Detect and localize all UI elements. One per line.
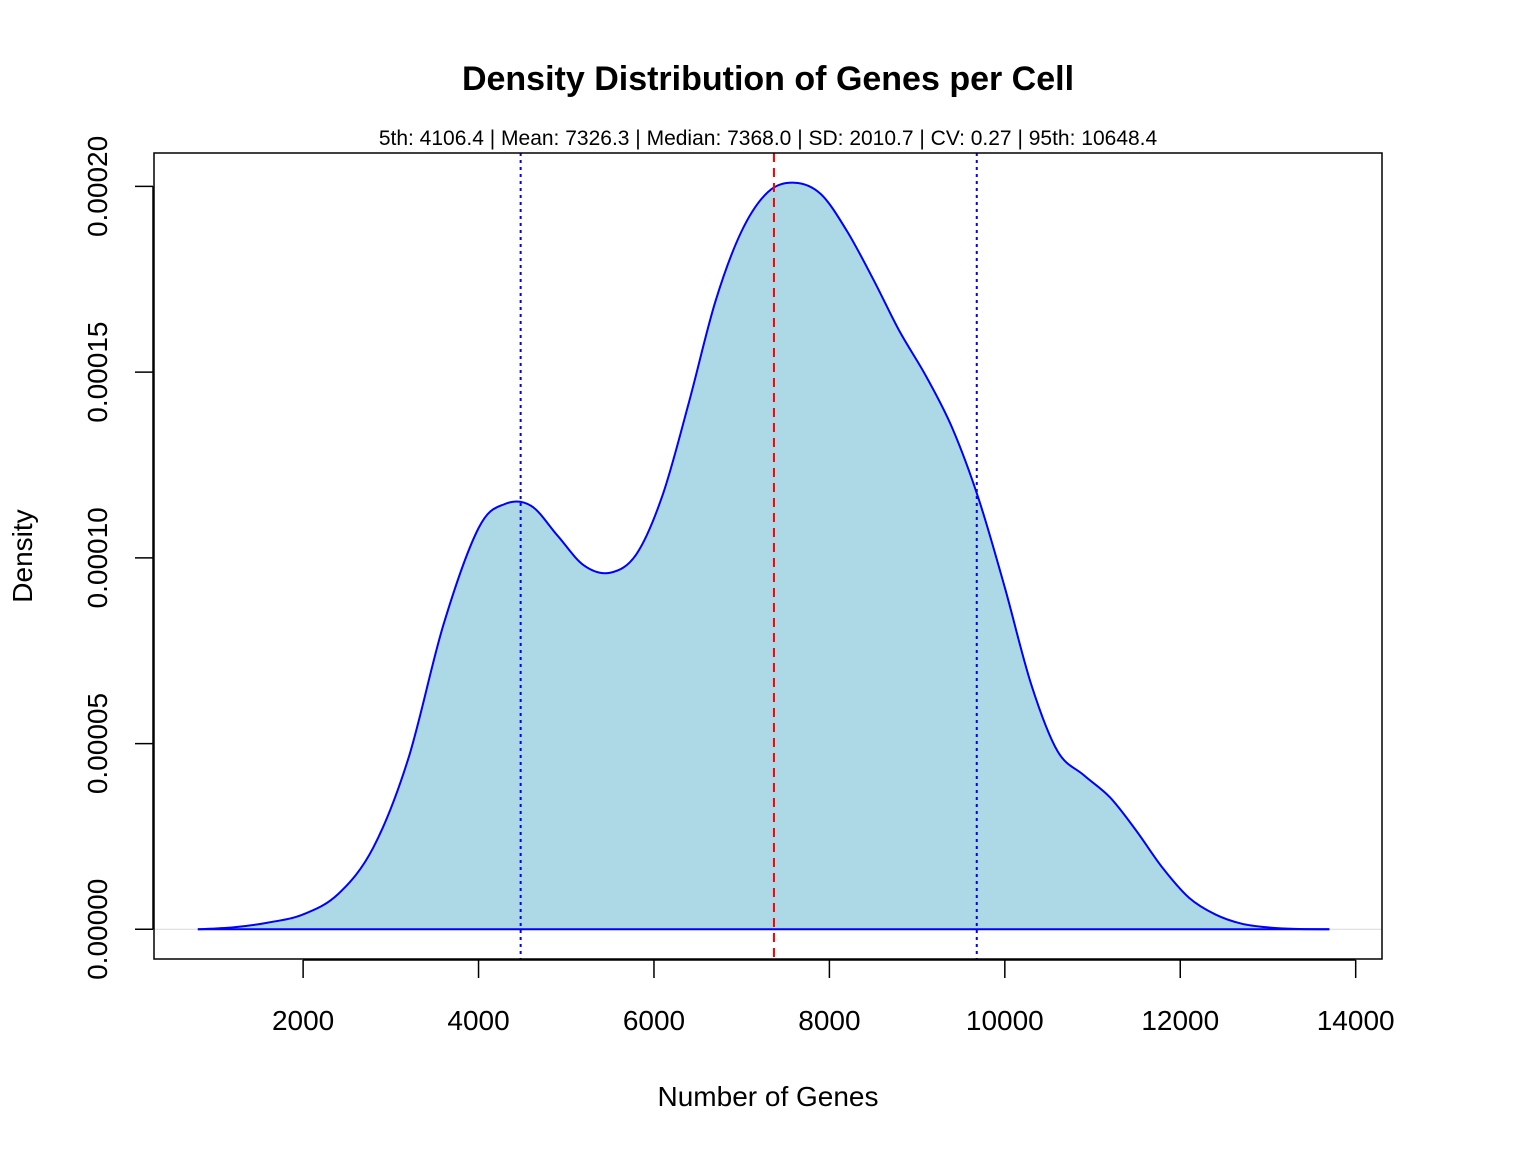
x-tick-label-10000: 10000 [966, 1005, 1044, 1036]
plot-area: 2000 4000 6000 8000 10000 12000 14000 0.00000 0.… [82, 136, 1395, 1036]
x-tick-label-12000: 12000 [1141, 1005, 1219, 1036]
chart-subtitle: 5th: 4106.4 | Mean: 7326.3 | Median: 736… [379, 127, 1158, 150]
x-tick-label-8000: 8000 [798, 1005, 860, 1036]
y-tick-label-0: 0.00000 [82, 879, 113, 980]
y-tick-label-2: 0.00010 [82, 507, 113, 608]
y-tick-label-1: 0.00005 [82, 693, 113, 794]
y-tick-label-3: 0.00015 [82, 322, 113, 423]
x-tick-label-2000: 2000 [272, 1005, 334, 1036]
chart-title: Density Distribution of Genes per Cell [462, 60, 1074, 98]
x-tick-label-4000: 4000 [447, 1005, 509, 1036]
density-area [197, 182, 1330, 930]
y-axis-label: Density [7, 509, 38, 602]
x-axis-label: Number of Genes [658, 1081, 879, 1112]
density-curve [197, 181, 1330, 931]
x-tick-label-6000: 6000 [623, 1005, 685, 1036]
y-tick-label-4: 0.00020 [82, 136, 113, 237]
plot-frame [153, 152, 1383, 960]
x-tick-label-14000: 14000 [1317, 1005, 1395, 1036]
